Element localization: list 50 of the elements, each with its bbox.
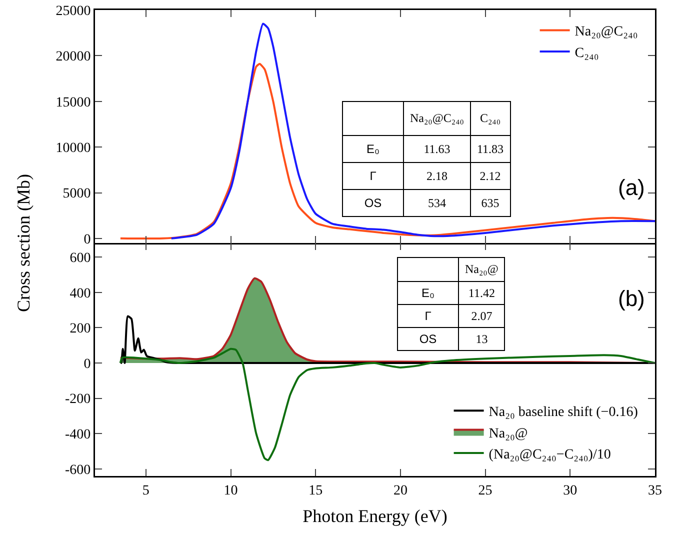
annotation: 2.07	[458, 304, 505, 328]
y-tick-label: 5000	[62, 186, 91, 202]
y-axis-title: Cross section (Mb)	[14, 174, 34, 312]
annotation: OS	[342, 190, 404, 216]
annotation: E₀	[342, 136, 404, 162]
legend-label: (Na₂₀@C₂₄₀−C₂₄₀)/10	[488, 447, 611, 462]
x-tick-label: 15	[308, 483, 323, 498]
x-tick-label: 30	[563, 483, 578, 498]
y-tick-label: 15000	[56, 95, 91, 110]
x-tick-label: 5	[142, 483, 150, 498]
y-tick-label: 400	[70, 286, 91, 302]
annotation: 13	[458, 328, 505, 350]
legend-label: Na₂₀@C₂₄₀	[574, 24, 638, 40]
x-tick-label: 25	[478, 483, 492, 498]
x-tick-label: 20	[393, 483, 408, 498]
line-series	[119, 348, 655, 462]
line-series	[170, 22, 655, 240]
y-tick-label: -600	[65, 462, 91, 478]
annotation: 11.42	[458, 282, 505, 304]
annotation: (b)	[618, 286, 645, 311]
y-tick-label: 25000	[56, 4, 91, 19]
x-tick-label: 10	[224, 483, 238, 498]
y-tick-label: -400	[65, 428, 91, 443]
legend-label: Na₂₀@	[488, 426, 528, 442]
x-tick-label: 35	[648, 483, 662, 498]
annotation: 2.12	[470, 162, 510, 190]
annotation: 635	[470, 190, 510, 216]
x-axis-title: Photon Energy (eV)	[302, 506, 448, 526]
y-tick-label: 0	[84, 232, 91, 248]
annotation: 2.18	[404, 162, 470, 190]
annotation: 534	[404, 190, 470, 216]
y-tick-label: 0	[84, 356, 91, 372]
y-tick-label: 200	[70, 322, 91, 337]
annotation: E₀	[398, 282, 458, 304]
category-label: C₂₄₀	[470, 102, 510, 136]
y-tick-label: 600	[70, 251, 91, 266]
y-tick-label: 20000	[56, 50, 91, 65]
annotation: Γ	[342, 162, 404, 190]
annotation: 11.83	[470, 136, 510, 162]
category-label: Na₂₀@C₂₄₀	[404, 102, 470, 136]
annotation: Γ	[398, 304, 458, 328]
annotation: OS	[398, 328, 458, 350]
line-series	[119, 62, 655, 240]
legend-label: Na₂₀ baseline shift (−0.16)	[488, 405, 638, 420]
y-tick-label: 10000	[56, 140, 91, 156]
legend-label: C₂₄₀	[574, 46, 599, 61]
y-tick-label: -200	[65, 392, 91, 408]
annotation: (a)	[618, 175, 645, 200]
category-label: Na₂₀@	[458, 258, 505, 282]
annotation: 11.63	[404, 136, 470, 162]
